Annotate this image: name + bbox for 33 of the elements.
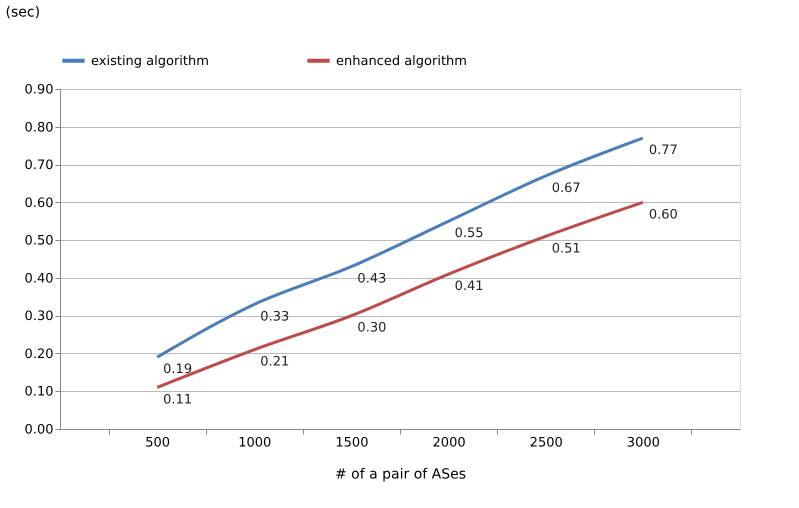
data-label: 0.67 (552, 180, 581, 196)
legend-label: enhanced algorithm (336, 54, 467, 69)
data-label: 0.30 (357, 320, 386, 336)
y-axis-title: (sec) (6, 4, 40, 20)
y-tick-label: 0.20 (24, 346, 54, 362)
line-series (156, 200, 644, 389)
y-tick-label: 0.10 (24, 384, 54, 400)
y-tick-label: 0.40 (24, 271, 54, 286)
y-tick-label: 0.00 (24, 422, 54, 438)
x-tick-label: 3000 (626, 436, 660, 450)
data-label: 0.41 (454, 279, 484, 294)
x-tick-label: 500 (145, 436, 170, 450)
data-label: 0.11 (163, 392, 192, 408)
y-tick-label: 0.50 (24, 234, 54, 249)
data-label: 0.60 (648, 207, 678, 222)
y-tick-label: 0.80 (24, 120, 54, 136)
y-tick-label: 0.70 (24, 158, 54, 174)
data-label: 0.19 (163, 362, 192, 378)
data-label: 0.77 (648, 143, 678, 158)
y-tick-label: 0.30 (24, 309, 54, 324)
x-tick-label: 1500 (335, 436, 368, 450)
x-tick-label: 1000 (238, 436, 272, 450)
x-tick-label: 2500 (530, 436, 563, 450)
x-axis-title: # of a pair of ASes (334, 466, 466, 482)
legend-label: existing algorithm (91, 54, 209, 69)
data-label: 0.33 (260, 309, 290, 324)
y-tick-label: 0.60 (24, 196, 54, 211)
data-label: 0.55 (454, 226, 484, 242)
x-tick-label: 2000 (432, 436, 466, 450)
data-label: 0.43 (357, 272, 386, 287)
data-label: 0.51 (552, 241, 581, 256)
data-label: 0.21 (260, 354, 290, 370)
y-tick-label: 0.90 (24, 82, 54, 98)
